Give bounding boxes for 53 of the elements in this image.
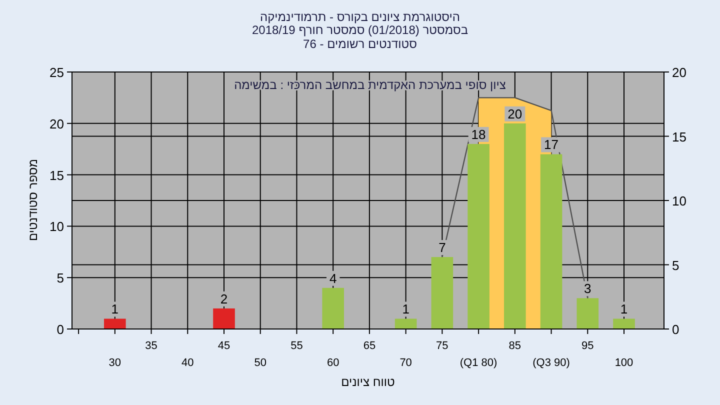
x-tick-label: 100: [614, 357, 634, 369]
y2-tick-label: 20: [672, 65, 686, 80]
data-label: 3: [584, 281, 592, 296]
data-label: 1: [620, 302, 628, 317]
y2-tick-label: 0: [672, 322, 680, 337]
data-label: 18: [471, 126, 486, 142]
y-tick-label: 15: [50, 168, 64, 183]
x-tick-label: 95: [582, 340, 594, 352]
bar: [576, 298, 599, 329]
chart-title: היסטוגרמת ציונים בקורס - תרמודינמיקה: [260, 10, 460, 24]
bar: [613, 318, 635, 329]
chart-subtitle: בסמסטר (01/2018) סמסטר חורף 2018/19: [252, 23, 468, 37]
x-tick-label: 85: [508, 340, 522, 352]
bar: [431, 257, 454, 329]
bar: [322, 288, 344, 329]
y-tick-label: 5: [56, 270, 64, 286]
data-label: 20: [508, 106, 522, 122]
bar: [213, 308, 235, 329]
x-tick-label: 40: [182, 357, 194, 369]
data-label: 17: [544, 137, 559, 152]
data-label: 7: [438, 240, 446, 256]
y-tick-label: 25: [50, 65, 64, 80]
x-tick-label: 75: [436, 340, 448, 352]
bar: [504, 123, 526, 329]
x-tick-label: 55: [290, 340, 303, 352]
y2-tick-label: 5: [672, 258, 680, 273]
data-label: 1: [111, 302, 119, 317]
y2-tick-label: 15: [672, 129, 686, 144]
text: סטודנטים רשומים - 76: [303, 37, 418, 51]
bar: [394, 318, 417, 329]
data-label: 2: [220, 291, 228, 306]
y2-tick-label: 10: [672, 194, 686, 208]
x-tick-label: 35: [145, 340, 158, 352]
data-label: 1: [402, 302, 410, 317]
bar: [468, 144, 490, 329]
x-tick-label: 50: [254, 357, 266, 369]
y-axis-title: מספר סטודנטים: [26, 158, 40, 242]
x-axis-title: טווח ציונים: [341, 375, 396, 389]
bar: [540, 154, 562, 329]
y-tick-label: 20: [50, 116, 64, 132]
x-tick-label: (Q1 80): [460, 357, 498, 369]
bar: [104, 318, 126, 329]
y-tick-label: 10: [50, 219, 64, 234]
data-label: 17: [541, 137, 562, 152]
x-tick-label: 60: [326, 357, 340, 369]
x-tick-label: 30: [108, 357, 122, 369]
x-tick-label: 65: [363, 340, 376, 352]
x-tick-label: (Q3 90): [532, 357, 570, 369]
y-tick-label: 0: [56, 322, 64, 337]
data-label: 20: [504, 106, 526, 122]
x-tick-label: 45: [218, 340, 230, 352]
data-label: 4: [329, 270, 337, 286]
x-tick-label: 70: [400, 357, 412, 369]
